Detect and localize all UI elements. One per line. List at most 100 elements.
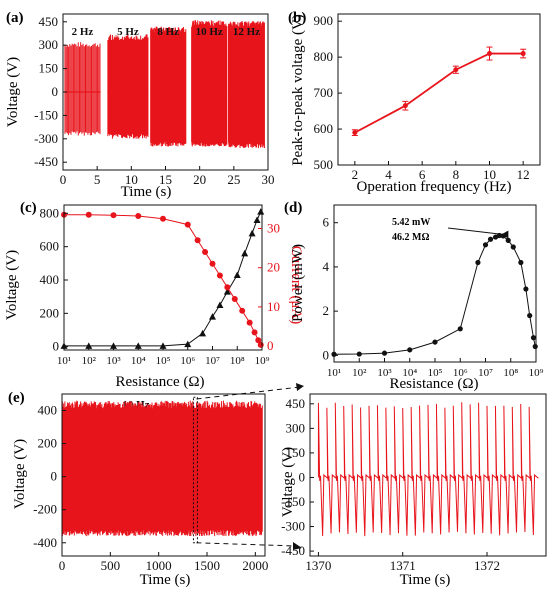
panel-c-current-point — [160, 215, 166, 222]
panel-b-ytick-label: 900 — [314, 13, 334, 28]
panel-c-ytick-label: 200 — [40, 305, 60, 320]
panel-e-zoom-connector-bottom — [196, 542, 297, 547]
panel-d-ytick-label: 4 — [323, 259, 330, 274]
panel-e-xtick-label: 2000 — [242, 558, 268, 573]
panel-c-ytick-label: 600 — [40, 239, 60, 254]
panel-a-ylabel: Voltage (V) — [5, 57, 21, 127]
panel-c-current-point — [216, 272, 223, 279]
panel-e-xtick-label: 1500 — [194, 558, 220, 573]
panel-c-voltage-point — [241, 249, 249, 257]
panel-a-ytick-label: 300 — [39, 37, 59, 52]
panel-c-voltage-current-vs-resistance: (c) Voltage (V) Current (μA) Resistance … — [4, 200, 304, 390]
panel-d-power-point — [432, 339, 438, 345]
panel-a-ytick-label: -300 — [34, 131, 58, 146]
panel-c-voltage-point — [253, 216, 261, 223]
panel-b-xtick-label: 8 — [453, 167, 460, 182]
panel-e-zoom-connector-top — [196, 386, 301, 400]
panel-d-power-point — [407, 347, 413, 353]
panel-c-current-point — [224, 284, 231, 291]
panel-d-label: (d) — [284, 200, 302, 216]
panel-e-ytick-label: 200 — [38, 436, 58, 451]
panel-c-voltage-point — [159, 342, 167, 349]
panel-c-xtick-label: 10³ — [106, 355, 121, 367]
panel-b-xlabel: Operation frequency (Hz) — [357, 179, 512, 195]
panel-c-voltage-point — [248, 229, 256, 237]
panel-d-power-vs-resistance: (d) Power (mW) Resistance (Ω) 5.42 mW 46… — [284, 200, 544, 392]
panel-d-arrow-line — [447, 227, 504, 236]
panel-a-ytick-label: 0 — [52, 84, 59, 99]
panel-a-ytick-label: 150 — [39, 61, 59, 76]
panel-c-right-ytick-label: 10 — [267, 299, 280, 314]
panel-b-line — [354, 52, 524, 134]
panel-a-xtick-label: 10 — [125, 172, 138, 187]
panel-a-label: (a) — [6, 10, 24, 26]
panel-c-voltage-point — [257, 208, 265, 215]
panel-c-voltage-point — [134, 342, 142, 349]
panel-c-voltage-line — [64, 211, 262, 347]
panel-c-current-point — [184, 221, 191, 228]
panel-b-ytick-label: 500 — [314, 157, 334, 172]
panel-c-xtick-label: 10⁴ — [131, 355, 146, 367]
panel-d-power-point — [482, 242, 489, 248]
panel-e-zoom-box — [192, 396, 198, 544]
panel-d-power-point — [475, 259, 481, 266]
panel-e-frame — [61, 393, 266, 557]
panel-c-voltage-point — [223, 288, 231, 295]
panel-d-xtick-label: 10⁸ — [503, 367, 518, 379]
panel-c-ytick-label: 400 — [40, 272, 60, 287]
panel-d-power-point — [505, 237, 511, 243]
panel-b-frame — [337, 13, 541, 166]
panel-d-power-point — [530, 335, 537, 341]
panel-e-zoom-arrow-bottom — [293, 542, 302, 550]
panel-e-xlabel: Time (s) — [140, 572, 191, 588]
panel-b-xtick-label: 2 — [352, 167, 359, 182]
panel-b-ytick-label: 600 — [314, 121, 334, 136]
panel-e-zoom-signal — [317, 402, 539, 537]
panel-e-zoom-ytick-label: 300 — [286, 420, 306, 435]
panel-a-freq-label: 12 Hz — [233, 26, 260, 38]
panel-c-current-point — [231, 296, 238, 303]
panel-e-zoom: Voltage (V) Time (s) 1370 1371 1372 -450 -30… — [280, 393, 547, 588]
panel-c-xtick-label: 10⁷ — [205, 355, 220, 367]
panel-d-power-point — [527, 312, 533, 319]
panel-d-arrow-head — [501, 230, 509, 239]
panel-b-point — [520, 51, 526, 57]
panel-e-zoom-xlabel: Time (s) — [400, 572, 451, 588]
panel-c-ylabel: Voltage (V) — [4, 250, 20, 320]
panel-b-xtick-label: 12 — [517, 167, 530, 182]
panel-e-zoom-xtick-label: 1370 — [305, 558, 331, 573]
panel-c-current-point — [135, 212, 142, 219]
panel-c-voltage-point — [110, 342, 117, 349]
panel-c-current-point — [257, 341, 264, 348]
panel-c-ytick-label: 0 — [53, 339, 60, 354]
panel-a-ytick-label: 450 — [39, 14, 59, 29]
panel-c-voltage-point — [85, 342, 93, 349]
panel-a-freq-label: 10 Hz — [196, 26, 223, 38]
panel-b-point — [487, 51, 492, 57]
panel-c-voltage-point — [184, 340, 192, 348]
panel-d-xlabel: Resistance (Ω) — [389, 376, 478, 392]
panel-c-current-point — [209, 260, 216, 267]
panel-c-frame — [63, 204, 263, 351]
panel-b-xtick-label: 6 — [419, 167, 426, 182]
panel-c-label: (c) — [20, 200, 37, 216]
panel-a-xtick-label: 20 — [193, 172, 206, 187]
panel-d-frame — [333, 204, 537, 363]
panel-c-voltage-point — [199, 329, 207, 337]
panel-c-current-point — [255, 337, 262, 344]
panel-e-zoom-ytick-label: -450 — [281, 543, 305, 558]
panel-c-voltage-point — [209, 313, 216, 320]
panel-d-power-point — [523, 286, 529, 292]
panel-c-current-point — [239, 307, 246, 314]
panel-b-ytick-label: 800 — [314, 49, 334, 64]
panel-c-current-line — [64, 214, 262, 346]
panel-a-xlabel: Time (s) — [121, 184, 172, 200]
panel-a-freq-label: 5 Hz — [117, 26, 139, 38]
panel-d-xtick-label: 10⁵ — [428, 367, 443, 379]
panel-c-right-ytick-label: 20 — [267, 260, 280, 275]
panel-e-label: (e) — [8, 390, 25, 406]
panel-d-ylabel: Power (mW) — [290, 244, 306, 322]
panel-d-power-point — [356, 351, 362, 357]
panel-e-long-term-voltage: (e) Voltage (V) Time (s) 10 Hz 0 500 1000 1… — [8, 383, 304, 588]
